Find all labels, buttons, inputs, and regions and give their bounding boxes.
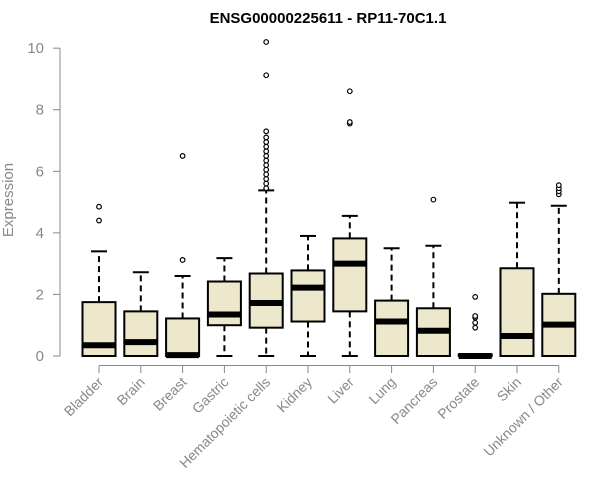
outlier-point [430, 196, 437, 203]
outlier-point [263, 166, 270, 173]
outlier-point [472, 293, 479, 300]
y-tick-label: 0 [36, 348, 44, 365]
outlier-point [472, 319, 479, 326]
box-group [457, 293, 493, 359]
outlier-point [263, 134, 270, 141]
x-tick-label: Liver [324, 374, 357, 407]
box-group [165, 153, 201, 359]
x-tick-label: Unknown / Other [480, 374, 566, 460]
outlier-point [263, 185, 270, 192]
box-iqr [332, 237, 368, 313]
box-group [206, 257, 242, 357]
box-group [541, 182, 577, 357]
outlier-point [346, 88, 353, 95]
box-group [248, 39, 284, 357]
outlier-point [555, 182, 562, 189]
outlier-point [96, 203, 102, 210]
y-tick-label: 2 [36, 286, 44, 303]
box-group [81, 203, 117, 357]
boxes-group [81, 39, 577, 359]
box-group [499, 201, 535, 357]
y-tick-label: 8 [36, 102, 44, 119]
box-group [415, 196, 451, 357]
outlier-point [472, 313, 479, 319]
outlier-point [263, 148, 270, 155]
outlier-point [179, 153, 186, 159]
y-tick-label: 10 [27, 40, 44, 57]
x-tick-label: Bladder [61, 374, 107, 420]
y-tick-label: 4 [36, 225, 44, 242]
outlier-point [263, 128, 270, 135]
box-iqr [123, 310, 159, 357]
y-axis: 0 2 4 6 8 10 [27, 40, 61, 365]
y-axis-label: Expression [0, 163, 17, 237]
box-group [123, 271, 159, 357]
box-iqr [165, 317, 201, 358]
outlier-point [263, 39, 270, 45]
outlier-point [263, 171, 270, 178]
outlier-point [263, 157, 270, 164]
chart-title: ENSG00000225611 - RP11-70C1.1 [210, 10, 447, 27]
box-iqr [374, 299, 410, 357]
x-tick-label: Prostate [434, 374, 482, 422]
box-iqr [499, 267, 535, 357]
outlier-point [96, 217, 102, 224]
outlier-point [472, 324, 479, 331]
outlier-point [263, 153, 270, 159]
box-iqr [290, 269, 326, 323]
outlier-point [263, 72, 270, 79]
outlier-point [263, 139, 270, 145]
outlier-point [263, 143, 270, 150]
box-group [374, 247, 410, 357]
outlier-point [263, 162, 270, 169]
x-tick-label: Kidney [274, 374, 316, 416]
x-tick-label: Lung [365, 374, 398, 407]
outlier-point [179, 257, 186, 263]
x-tick-label: Breast [150, 374, 190, 414]
box-iqr [206, 280, 242, 327]
box-group [332, 88, 368, 357]
outlier-point [263, 176, 270, 182]
x-tick-label: Skin [494, 374, 525, 405]
outlier-point [263, 180, 270, 187]
y-tick-label: 6 [36, 163, 44, 180]
outlier-point [346, 119, 353, 125]
x-tick-label: Brain [113, 374, 147, 408]
box-group [290, 234, 326, 357]
